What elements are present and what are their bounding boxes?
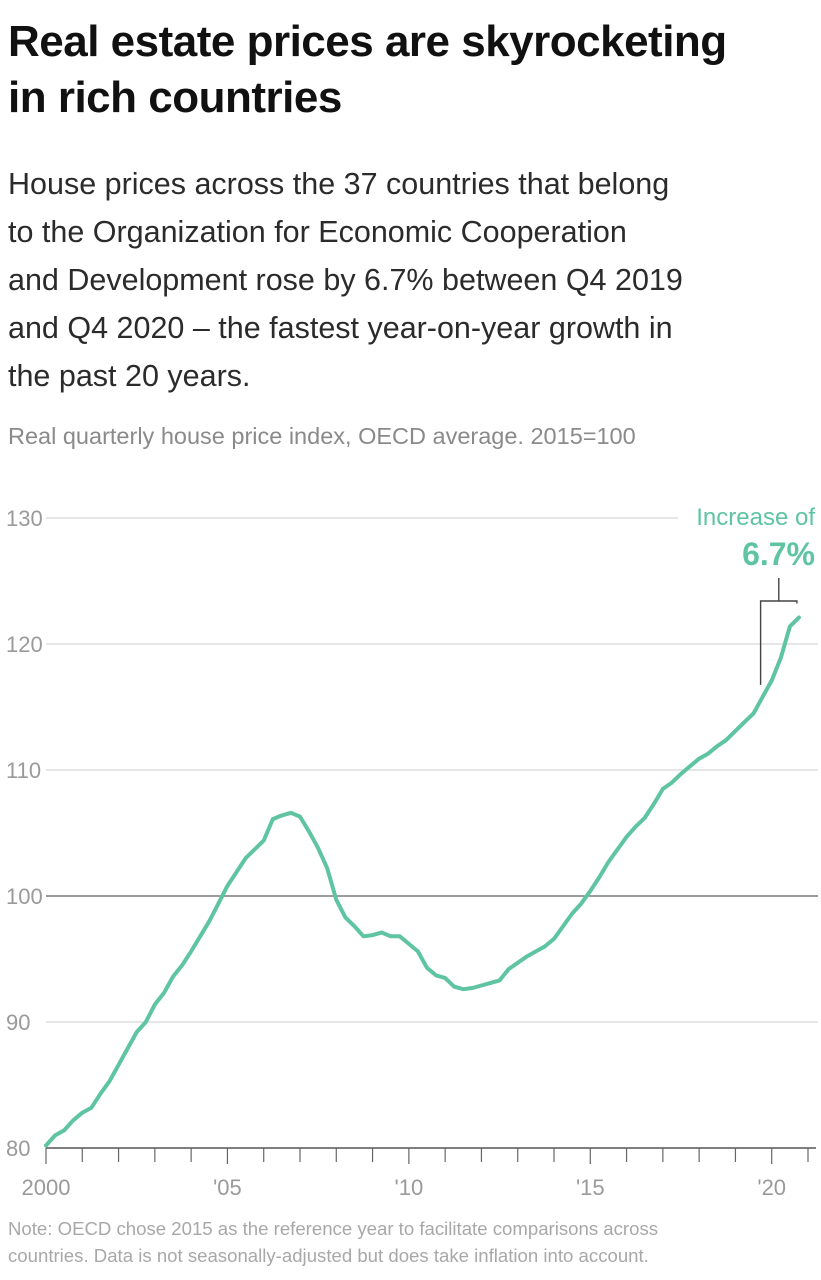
series-line: [44, 615, 801, 1148]
chart-title: Real estate prices are skyrocketing in r…: [8, 14, 808, 126]
y-tick-label: 120: [6, 632, 43, 657]
footnote: Note: OECD chose 2015 as the reference y…: [8, 1215, 818, 1269]
title-line-2: in rich countries: [8, 73, 342, 122]
y-tick-label: 80: [6, 1136, 30, 1161]
x-tick-label: '15: [576, 1175, 605, 1200]
x-tick-label: '20: [757, 1175, 786, 1200]
y-tick-label: 110: [6, 758, 41, 783]
x-axis: 80 90 100 110 120 130 2000 '05 '10 '15 '20: [6, 506, 816, 1200]
subtitle-line-5: the past 20 years.: [8, 359, 251, 393]
subtitle-line-2: to the Organization for Economic Coopera…: [8, 215, 627, 249]
subtitle-line-4: and Q4 2020 – the fastest year-on-year g…: [8, 311, 673, 345]
subtitle-line-3: and Development rose by 6.7% between Q4 …: [8, 263, 683, 297]
grid-layer: [46, 517, 818, 1023]
title-line-1: Real estate prices are skyrocketing: [8, 17, 727, 66]
subtitle-line-1: House prices across the 37 countries tha…: [8, 167, 670, 201]
chart-description: Real quarterly house price index, OECD a…: [8, 423, 636, 449]
y-tick-label: 90: [6, 1010, 30, 1035]
footnote-line-2: countries. Data is not seasonally-adjust…: [8, 1245, 649, 1266]
line-chart: 80 90 100 110 120 130 2000 '05 '10 '15 '20 Increas…: [6, 504, 818, 1200]
y-tick-label: 130: [6, 506, 43, 531]
x-tick-label: 2000: [22, 1175, 71, 1200]
annotation-label: Increase of: [696, 504, 815, 531]
annotation-value: 6.7%: [742, 536, 815, 572]
x-tick-label: '10: [395, 1175, 424, 1200]
footnote-line-1: Note: OECD chose 2015 as the reference y…: [8, 1218, 659, 1239]
x-tick-label: '05: [213, 1175, 242, 1200]
annotation-bracket: [759, 600, 798, 685]
y-tick-label: 100: [6, 884, 43, 909]
annotation: Increase of 6.7%: [696, 504, 815, 685]
series-layer: [44, 615, 801, 1148]
chart-subtitle: House prices across the 37 countries tha…: [8, 160, 813, 400]
